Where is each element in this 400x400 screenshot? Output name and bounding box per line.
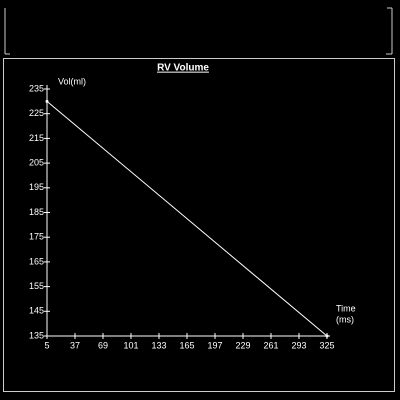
y-axis-label: Vol(ml)	[58, 76, 86, 86]
data-point	[325, 334, 329, 338]
y-tick-label: 205	[29, 157, 44, 167]
y-tick-label: 185	[29, 207, 44, 217]
x-tick-label: 37	[70, 340, 80, 350]
y-tick-label: 175	[29, 232, 44, 242]
y-tick-label: 165	[29, 256, 44, 266]
x-tick-label: 229	[235, 340, 250, 350]
y-tick-label: 135	[29, 330, 44, 340]
y-tick-label: 195	[29, 182, 44, 192]
x-tick-label: 325	[319, 340, 334, 350]
chart-panel	[3, 58, 395, 392]
x-axis-label: Time	[336, 303, 356, 313]
x-tick-label: 5	[44, 340, 49, 350]
y-tick-label: 225	[29, 108, 44, 118]
x-tick-label: 165	[179, 340, 194, 350]
top-panel	[4, 7, 393, 55]
x-tick-label: 101	[123, 340, 138, 350]
x-tick-label: 293	[291, 340, 306, 350]
x-axis-label: (ms)	[336, 314, 354, 324]
x-tick-label: 261	[263, 340, 278, 350]
x-tick-label: 197	[207, 340, 222, 350]
x-tick-label: 69	[98, 340, 108, 350]
data-point	[45, 99, 49, 103]
y-tick-label: 145	[29, 306, 44, 316]
chart-title: RV Volume	[157, 63, 209, 74]
data-line	[46, 100, 328, 337]
y-tick-label: 215	[29, 133, 44, 143]
y-tick-label: 235	[29, 83, 44, 93]
x-tick-label: 133	[151, 340, 166, 350]
y-tick-label: 155	[29, 281, 44, 291]
